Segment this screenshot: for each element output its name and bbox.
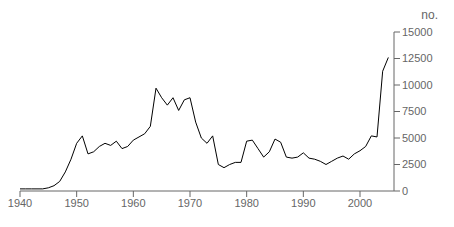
- svg-text:2500: 2500: [402, 158, 426, 170]
- svg-text:1990: 1990: [291, 197, 315, 209]
- svg-text:15000: 15000: [402, 26, 433, 38]
- svg-text:10000: 10000: [402, 79, 433, 91]
- svg-text:1970: 1970: [178, 197, 202, 209]
- svg-text:7500: 7500: [402, 105, 426, 117]
- svg-text:1960: 1960: [121, 197, 145, 209]
- svg-text:5000: 5000: [402, 132, 426, 144]
- svg-text:1950: 1950: [64, 197, 88, 209]
- svg-text:12500: 12500: [402, 52, 433, 64]
- html-text:no.: no.: [421, 8, 438, 22]
- svg-text:2000: 2000: [348, 197, 372, 209]
- svg-text:1940: 1940: [8, 197, 32, 209]
- svg-text:1980: 1980: [234, 197, 258, 209]
- svg-text:0: 0: [402, 185, 408, 197]
